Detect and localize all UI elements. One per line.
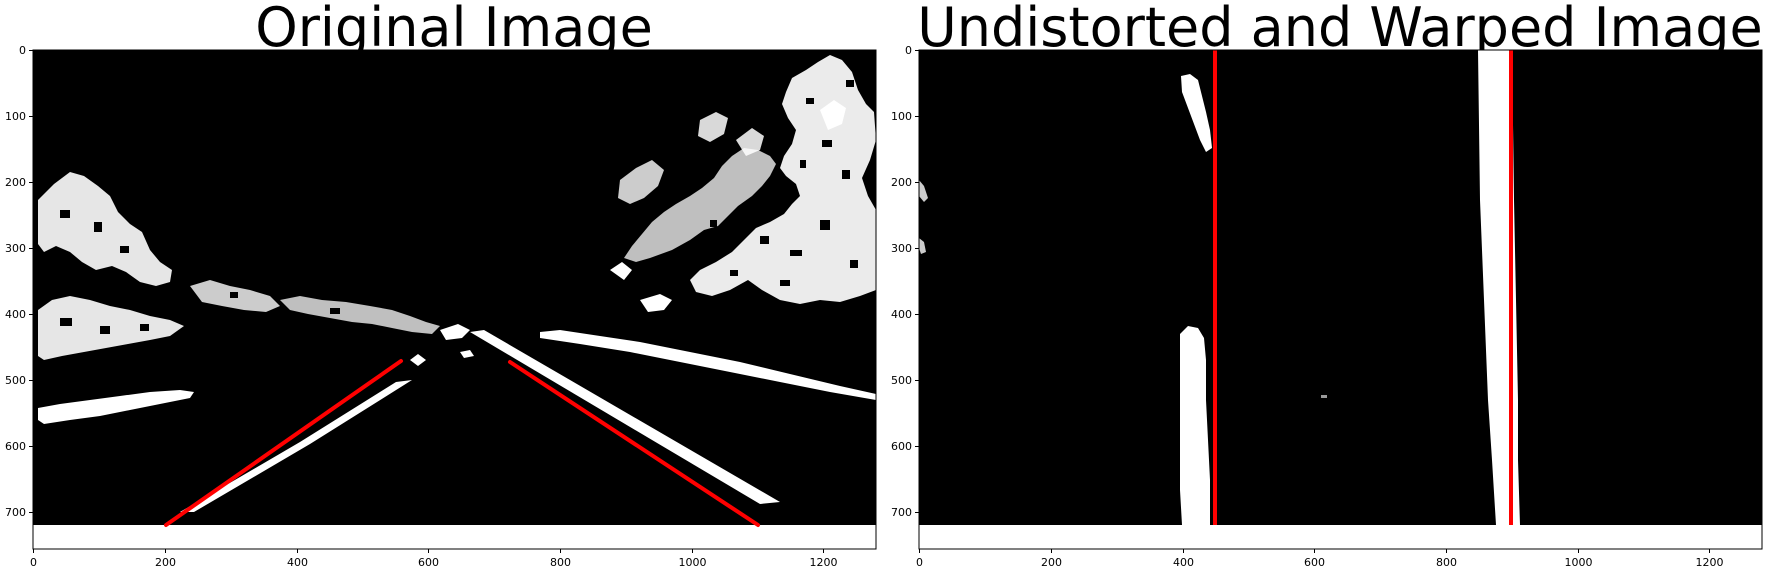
- left-panel-x-axis: 0 200 400 600 800 1000 1200: [30, 549, 838, 569]
- left-y-tick-label: 0: [19, 44, 26, 57]
- right-x-tick-label: 200: [1041, 556, 1062, 569]
- left-x-tick-label: 0: [30, 556, 37, 569]
- left-y-tick-label: 400: [5, 308, 26, 321]
- right-x-tick-label: 1200: [1696, 556, 1724, 569]
- right-y-tick-label: 500: [891, 374, 912, 387]
- right-panel-title: Undistorted and Warped Image: [917, 0, 1762, 59]
- left-x-tick-label: 1200: [810, 556, 838, 569]
- right-y-tick-label: 0: [905, 44, 912, 57]
- left-x-tick-label: 800: [550, 556, 571, 569]
- right-lane-overlay-line: [508, 360, 760, 527]
- left-y-tick-label: 600: [5, 440, 26, 453]
- right-y-tick-label: 700: [891, 506, 912, 519]
- left-panel-image: [33, 50, 876, 549]
- right-panel-image: [919, 50, 1762, 549]
- right-x-tick-label: 0: [916, 556, 923, 569]
- left-x-tick-label: 600: [418, 556, 439, 569]
- right-panel-y-axis: 0 100 200 300 400 500 600 700: [891, 44, 919, 519]
- left-y-tick-label: 200: [5, 176, 26, 189]
- right-panel-x-axis: 0 200 400 600 800 1000 1200: [916, 549, 1724, 569]
- right-x-tick-label: 400: [1173, 556, 1194, 569]
- left-y-tick-label: 500: [5, 374, 26, 387]
- right-y-tick-label: 300: [891, 242, 912, 255]
- right-y-tick-label: 600: [891, 440, 912, 453]
- right-y-tick-label: 400: [891, 308, 912, 321]
- right-y-tick-label: 200: [891, 176, 912, 189]
- left-y-tick-label: 100: [5, 110, 26, 123]
- right-x-tick-label: 1000: [1565, 556, 1593, 569]
- right-y-tick-label: 100: [891, 110, 912, 123]
- right-x-tick-label: 800: [1436, 556, 1457, 569]
- left-x-tick-label: 200: [155, 556, 176, 569]
- left-panel-title: Original Image: [255, 0, 653, 59]
- left-lane-overlay-line: [164, 359, 403, 527]
- right-x-tick-label: 600: [1304, 556, 1325, 569]
- left-y-tick-label: 700: [5, 506, 26, 519]
- left-x-tick-label: 1000: [679, 556, 707, 569]
- left-y-tick-label: 300: [5, 242, 26, 255]
- left-panel-y-axis: 0 100 200 300 400 500 600 700: [5, 44, 33, 519]
- left-x-tick-label: 400: [287, 556, 308, 569]
